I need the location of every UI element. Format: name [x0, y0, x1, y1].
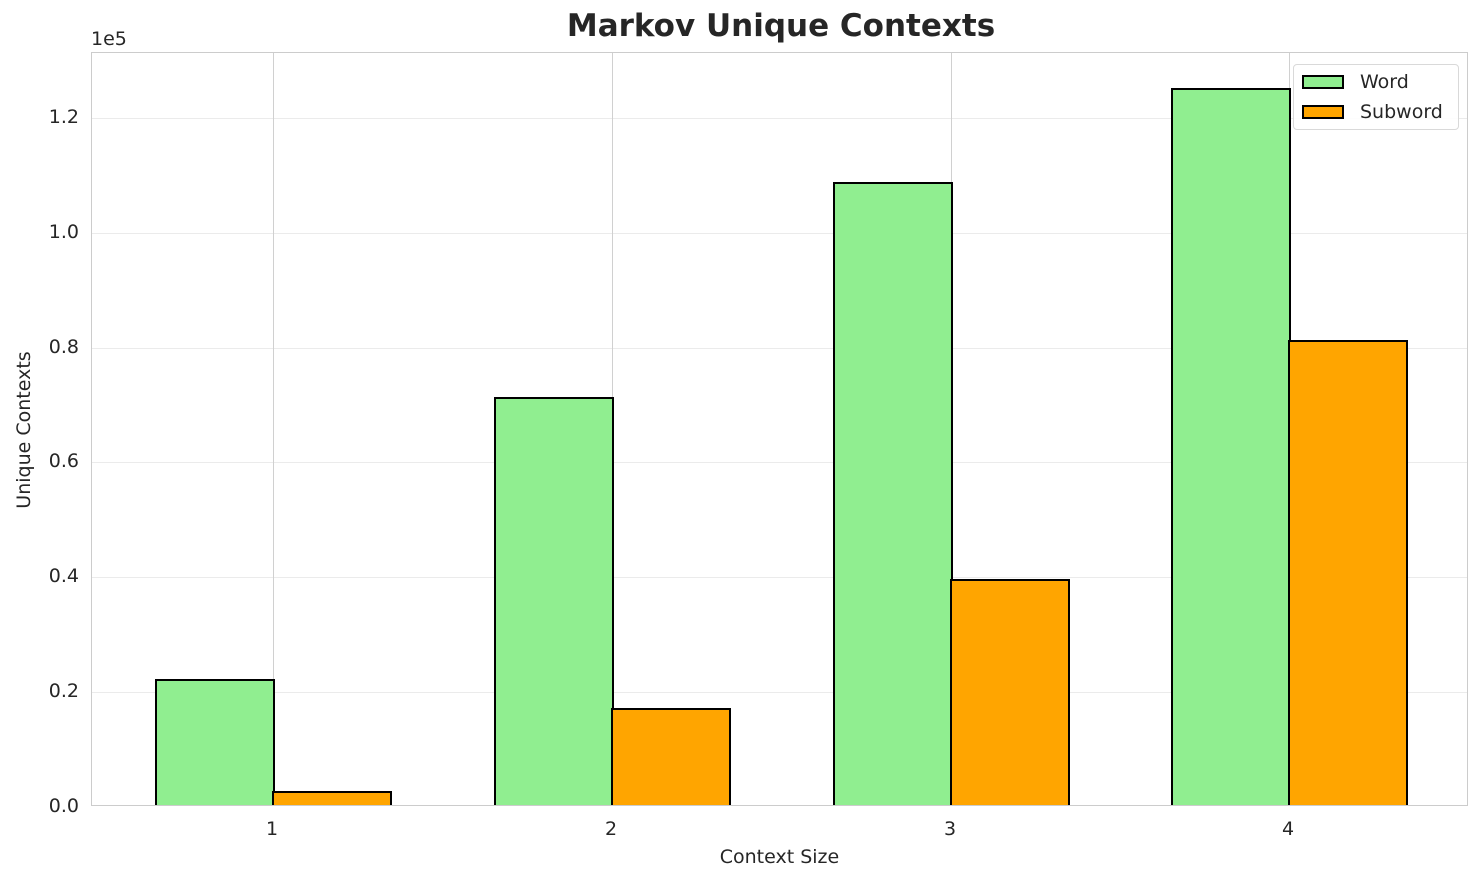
y-tick-label: 1.2 — [48, 105, 79, 128]
y-offset-label: 1e5 — [91, 28, 127, 50]
chart-title: Markov Unique Contexts — [566, 8, 996, 44]
y-tick-label: 1.0 — [48, 220, 79, 243]
bar-word-3 — [833, 181, 953, 805]
bar-subword-3 — [950, 578, 1070, 805]
bar-word-2 — [494, 396, 614, 805]
bar-subword-4 — [1288, 339, 1408, 805]
bar-subword-1 — [272, 791, 392, 805]
legend-item-subword: Subword — [1302, 100, 1443, 124]
x-tick-label: 2 — [604, 818, 618, 840]
h-gridline — [92, 577, 1467, 579]
legend: Word Subword — [1293, 64, 1459, 130]
plot-area — [91, 52, 1468, 806]
y-tick-label: 0.0 — [48, 795, 79, 817]
h-gridline — [92, 232, 1467, 234]
legend-swatch-word — [1302, 75, 1344, 89]
bar-word-4 — [1171, 87, 1291, 805]
h-gridline — [92, 117, 1467, 119]
x-tick-label: 4 — [1281, 818, 1295, 840]
h-gridline — [92, 462, 1467, 464]
y-tick-label: 0.6 — [48, 450, 79, 473]
y-tick-label: 0.2 — [48, 680, 79, 703]
bar-word-1 — [155, 678, 275, 805]
h-gridline — [92, 347, 1467, 349]
y-tick-label: 0.8 — [48, 335, 79, 358]
legend-label-word: Word — [1360, 71, 1409, 93]
x-tick-label: 3 — [943, 818, 957, 840]
x-axis-label: Context Size — [719, 846, 840, 868]
y-tick-label: 0.4 — [48, 565, 79, 588]
v-gridline — [273, 53, 274, 805]
legend-swatch-subword — [1302, 105, 1344, 119]
legend-label-subword: Subword — [1360, 101, 1443, 123]
x-tick-label: 1 — [265, 818, 279, 840]
h-gridline — [92, 692, 1467, 694]
bar-subword-2 — [611, 707, 731, 805]
y-axis-label: Unique Contexts — [13, 351, 35, 509]
legend-item-word: Word — [1302, 70, 1409, 94]
